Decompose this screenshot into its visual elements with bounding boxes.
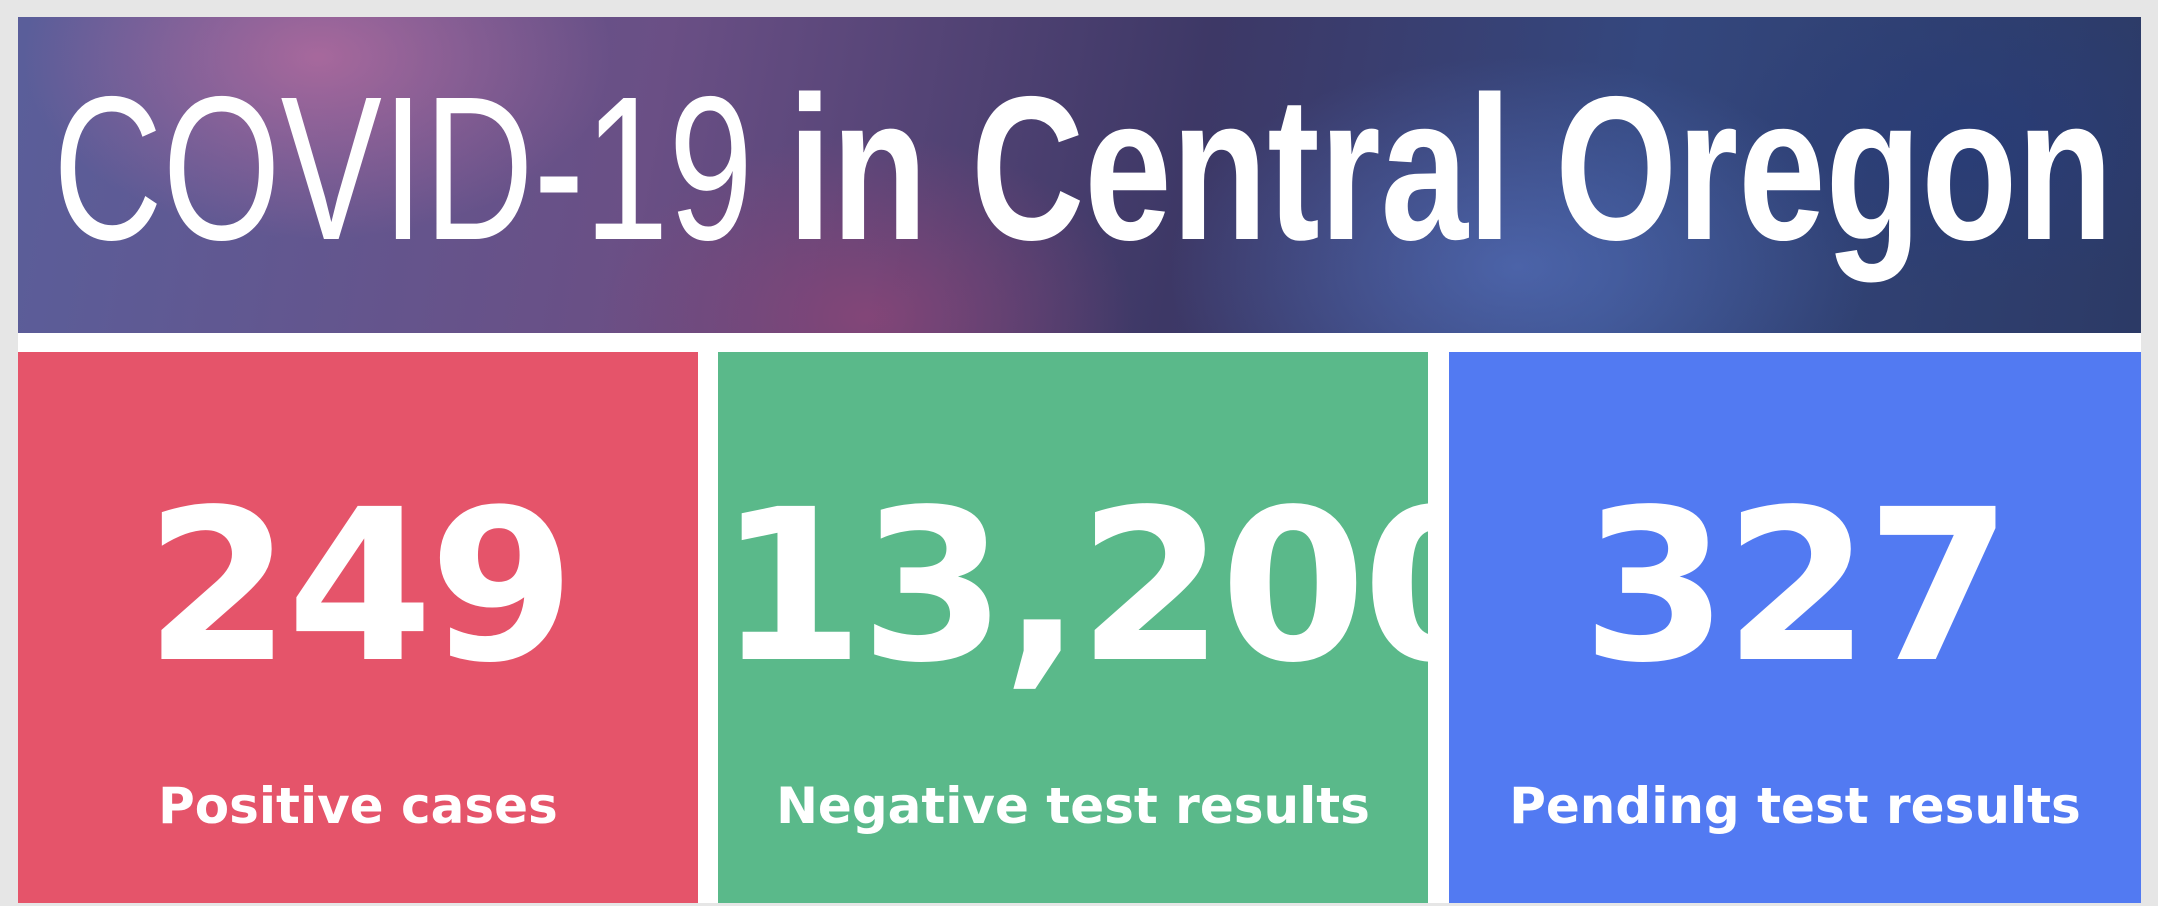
dashboard: COVID-19 in Central Oregon 249 Positive … — [0, 0, 2158, 906]
title-light: COVID-19 — [53, 54, 753, 283]
divider — [1428, 352, 1449, 903]
tile-value: 327 — [1449, 482, 2141, 692]
tile: 249 Positive cases — [18, 352, 698, 903]
divider — [698, 352, 718, 903]
tile-value: 249 — [18, 482, 698, 692]
tile-label: Negative test results — [718, 777, 1428, 835]
tile-label: Positive cases — [18, 777, 698, 835]
banner-title: COVID-19 in Central Oregon — [18, 17, 2141, 333]
banner: COVID-19 in Central Oregon — [18, 17, 2141, 333]
title-bold: in Central Oregon — [788, 54, 2113, 283]
tile: 13,200 Negative test results — [718, 352, 1428, 903]
divider — [18, 333, 2141, 352]
tile-value: 13,200 — [718, 482, 1428, 692]
tile: 327 Pending test results — [1449, 352, 2141, 903]
tile-label: Pending test results — [1449, 777, 2141, 835]
